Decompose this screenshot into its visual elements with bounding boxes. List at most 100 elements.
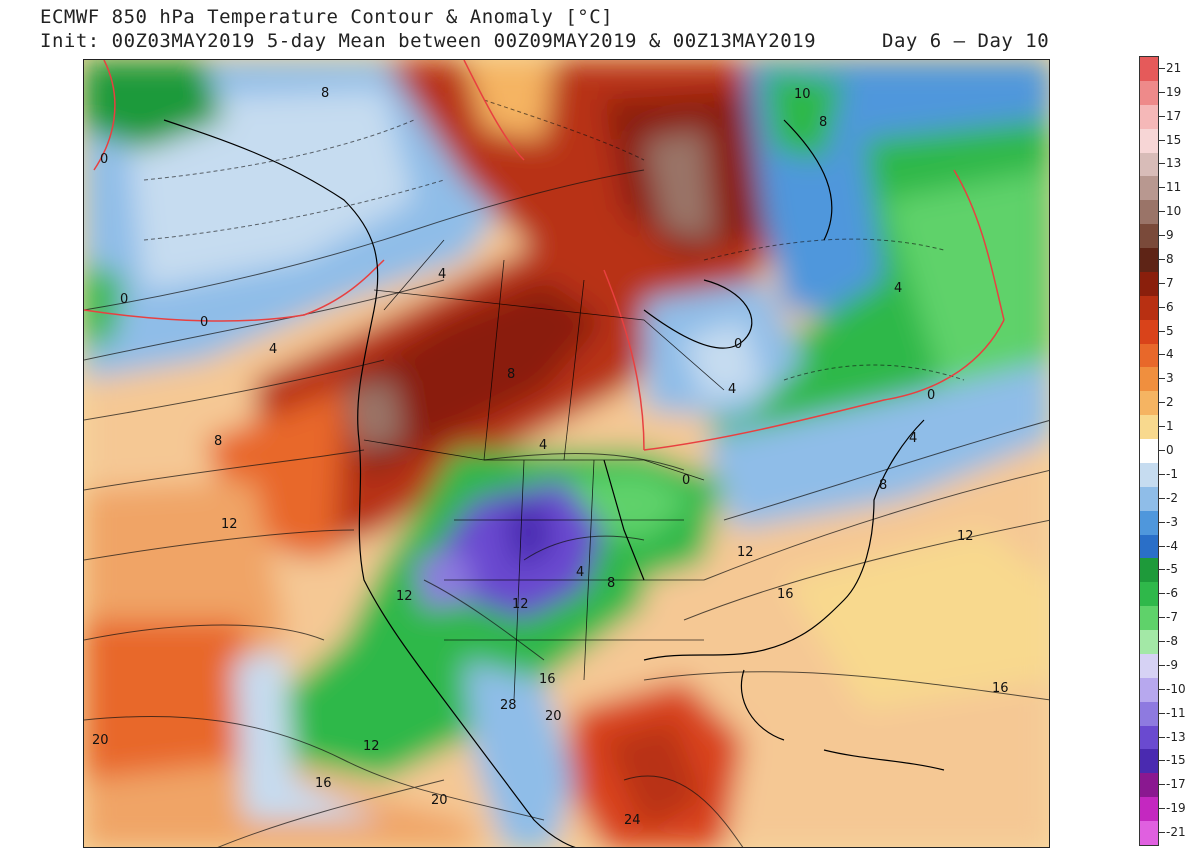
colorbar-label: -5	[1166, 562, 1178, 577]
colorbar-tick	[1159, 832, 1165, 834]
colorbar-cell	[1140, 367, 1158, 392]
contour-label: 0	[927, 388, 935, 403]
colorbar-label: 7	[1166, 275, 1174, 290]
contour-label: 8	[819, 115, 827, 130]
contour-label: 8	[214, 434, 222, 449]
colorbar-cell	[1140, 415, 1158, 440]
contour-label: 16	[777, 587, 794, 602]
colorbar-cell	[1140, 653, 1158, 679]
colorbar-cell	[1140, 725, 1158, 750]
contour-label: 16	[992, 681, 1009, 696]
colorbar-tick	[1159, 497, 1165, 499]
colorbar-tick	[1159, 282, 1165, 284]
colorbar-cell	[1140, 534, 1158, 559]
contour-label: 12	[396, 589, 413, 604]
colorbar-label: -11	[1166, 705, 1186, 720]
contour-label: 4	[269, 342, 277, 357]
colorbar-tick	[1159, 258, 1165, 260]
colorbar-label: 5	[1166, 323, 1174, 338]
colorbar-cell	[1140, 319, 1158, 345]
contour-label: 4	[539, 438, 547, 453]
colorbar-tick	[1159, 402, 1165, 404]
day-range: Day 6 – Day 10	[882, 30, 1050, 52]
colorbar-tick	[1159, 211, 1165, 213]
contour-label: 0	[682, 473, 690, 488]
colorbar-label: 8	[1166, 251, 1174, 266]
colorbar-label: -1	[1166, 466, 1178, 481]
contour-label: 12	[957, 529, 974, 544]
contour-label: 0	[734, 337, 742, 352]
colorbar-cell	[1140, 248, 1158, 273]
colorbar-label: 9	[1166, 228, 1174, 243]
colorbar-label: -8	[1166, 634, 1178, 649]
colorbar-label: 1	[1166, 419, 1174, 434]
colorbar-label: 11	[1166, 180, 1182, 195]
colorbar-cell	[1140, 797, 1158, 822]
contour-label: 4	[728, 382, 736, 397]
colorbar-label: -6	[1166, 586, 1178, 601]
colorbar-label: 17	[1166, 108, 1182, 123]
contour-label: 20	[431, 793, 448, 808]
colorbar-cell	[1140, 439, 1158, 464]
colorbar-label: -21	[1166, 825, 1186, 840]
anomaly-colorbar	[1139, 56, 1159, 846]
political-borders	[363, 239, 725, 701]
map-title: ECMWF 850 hPa Temperature Contour & Anom…	[40, 6, 614, 28]
colorbar-tick	[1159, 784, 1165, 786]
colorbar-cell	[1140, 80, 1158, 106]
colorbar-label: -9	[1166, 657, 1178, 672]
colorbar-label: -10	[1166, 681, 1186, 696]
colorbar-tick	[1159, 187, 1165, 189]
colorbar-cell	[1140, 701, 1158, 727]
contour-label: 12	[221, 517, 238, 532]
contour-label: 0	[120, 292, 128, 307]
coastlines	[163, 119, 945, 847]
colorbar-tick	[1159, 115, 1165, 117]
contour-labels: 8 0 0 0 4 8 12 20 16 20 24 28 20 16 12 12 12 4 8 4 8 4 4 0 4 8 12 1…	[92, 86, 1009, 828]
contour-label: 28	[500, 698, 517, 713]
colorbar-label: 4	[1166, 347, 1174, 362]
contour-label: 20	[92, 733, 109, 748]
contour-label: 8	[879, 478, 887, 493]
colorbar-tick	[1159, 545, 1165, 547]
map-canvas: 8 0 0 0 4 8 12 20 16 20 24 28 20 16 12 12 12 4 8 4 8 4 4 0 4 8 12 1…	[84, 60, 1049, 847]
colorbar-cell	[1140, 749, 1158, 774]
contour-label: 16	[539, 672, 556, 687]
colorbar-tick	[1159, 808, 1165, 810]
colorbar-tick	[1159, 67, 1165, 69]
colorbar-label: -19	[1166, 801, 1186, 816]
colorbar-tick	[1159, 163, 1165, 165]
colorbar-tick	[1159, 521, 1165, 523]
colorbar-label: -7	[1166, 610, 1178, 625]
colorbar-tick	[1159, 760, 1165, 762]
colorbar-tick	[1159, 712, 1165, 714]
init-info: Init: 00Z03MAY2019 5-day Mean between 00…	[40, 30, 817, 52]
colorbar-tick	[1159, 641, 1165, 643]
colorbar-tick	[1159, 235, 1165, 237]
colorbar-tick	[1159, 330, 1165, 332]
contour-label: 8	[507, 367, 515, 382]
colorbar-tick	[1159, 688, 1165, 690]
contour-label: 4	[909, 431, 917, 446]
contour-label: 10	[794, 87, 811, 102]
colorbar-tick	[1159, 306, 1165, 308]
contour-label: 0	[200, 315, 208, 330]
colorbar-label: 2	[1166, 395, 1174, 410]
contour-label: 12	[512, 597, 529, 612]
colorbar-cell	[1140, 582, 1158, 607]
colorbar-label: 6	[1166, 299, 1174, 314]
contour-label: 4	[894, 281, 902, 296]
temperature-anomaly-map: 8 0 0 0 4 8 12 20 16 20 24 28 20 16 12 12 12 4 8 4 8 4 4 0 4 8 12 1…	[83, 59, 1050, 848]
contour-label: 20	[545, 709, 562, 724]
colorbar-cell	[1140, 630, 1158, 655]
colorbar-cell	[1140, 821, 1158, 846]
colorbar-cell	[1140, 343, 1158, 368]
colorbar-cell	[1140, 606, 1158, 631]
colorbar-cell	[1140, 558, 1158, 583]
contour-label: 12	[737, 545, 754, 560]
colorbar-label: 3	[1166, 371, 1174, 386]
colorbar-tick	[1159, 473, 1165, 475]
colorbar-tick	[1159, 664, 1165, 666]
contour-label: 4	[576, 565, 584, 580]
colorbar-cell	[1140, 128, 1158, 153]
